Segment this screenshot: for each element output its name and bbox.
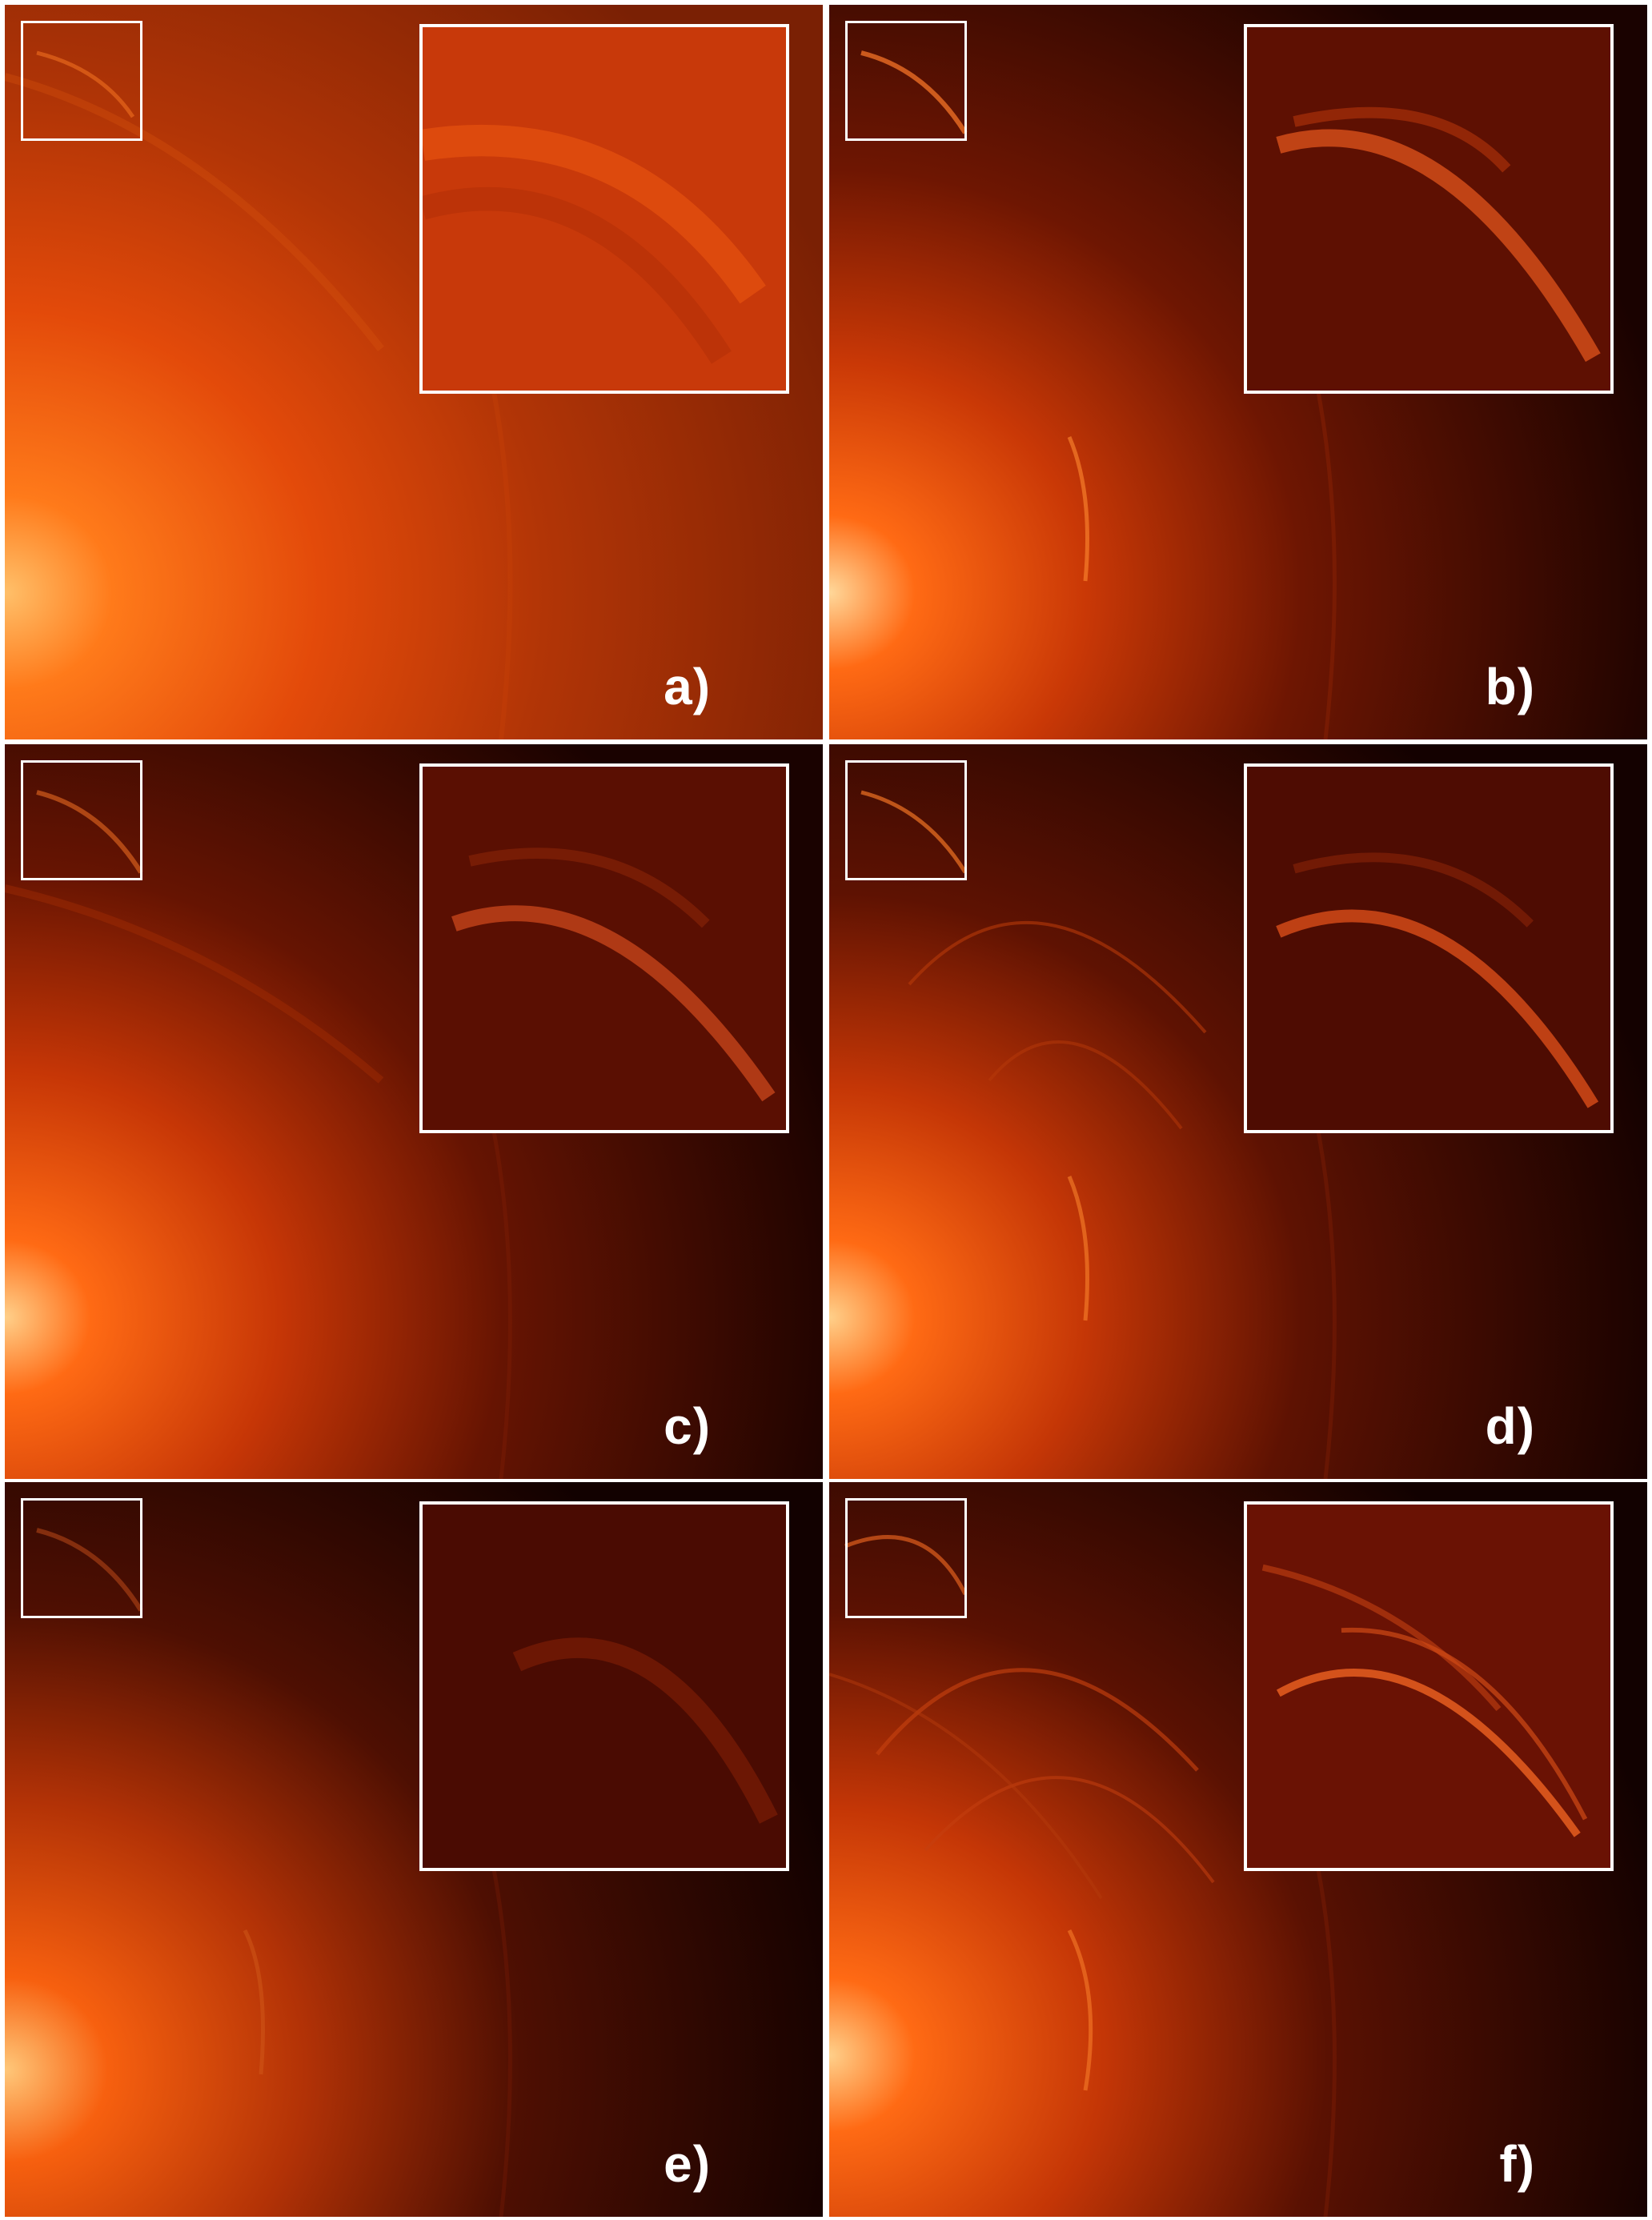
inset-image-c: [423, 767, 786, 1130]
panel-label-e: e): [664, 2135, 711, 2193]
roi-box-d: [845, 760, 967, 880]
panel-label-a: a): [664, 658, 711, 715]
zoom-inset-f: [1244, 1501, 1614, 1871]
zoom-inset-d: [1244, 763, 1614, 1133]
panel-c: c): [5, 744, 823, 1479]
roi-box-b: [845, 21, 967, 141]
panel-d: d): [829, 744, 1647, 1479]
panel-label-b: b): [1485, 658, 1535, 715]
zoom-inset-e: [419, 1501, 789, 1871]
panel-a: a): [5, 5, 823, 739]
roi-box-e: [21, 1498, 142, 1618]
zoom-inset-b: [1244, 24, 1614, 394]
inset-image-b: [1247, 27, 1610, 391]
inset-image-a: [423, 27, 786, 391]
inset-image-f: [1247, 1505, 1610, 1868]
panel-e: e): [5, 1482, 823, 2217]
panel-f: f): [829, 1482, 1647, 2217]
inset-image-d: [1247, 767, 1610, 1130]
panel-label-c: c): [664, 1397, 711, 1455]
zoom-inset-c: [419, 763, 789, 1133]
panel-label-d: d): [1485, 1397, 1535, 1455]
panel-label-f: f): [1499, 2135, 1535, 2193]
panel-b: b): [829, 5, 1647, 739]
inset-image-e: [423, 1505, 786, 1868]
roi-box-f: [845, 1498, 967, 1618]
zoom-inset-a: [419, 24, 789, 394]
roi-box-a: [21, 21, 142, 141]
roi-box-c: [21, 760, 142, 880]
